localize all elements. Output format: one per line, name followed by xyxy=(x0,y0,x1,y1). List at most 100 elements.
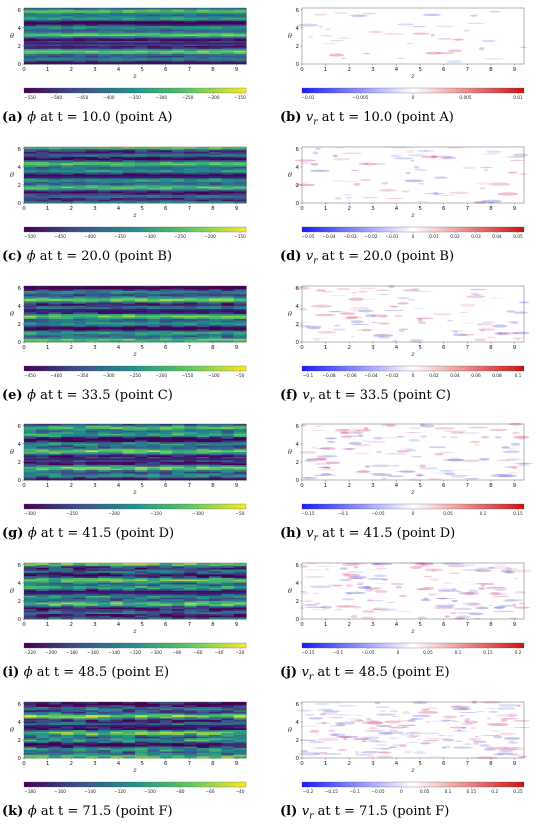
heatmap-blob xyxy=(450,612,456,614)
heatmap-blob xyxy=(366,718,372,720)
heatmap-blob xyxy=(408,427,421,430)
heatmap-blob xyxy=(364,465,369,468)
y-tick-label: 4 xyxy=(18,304,22,310)
heatmap-blob xyxy=(410,732,421,734)
heatmap-blob xyxy=(411,456,422,458)
heatmap-blob xyxy=(470,727,477,728)
x-tick-label: 9 xyxy=(235,483,239,489)
y-tick-label: 6 xyxy=(18,424,22,430)
colorbar-tick-label: −400 xyxy=(103,95,115,101)
x-tick-label: 9 xyxy=(235,622,239,628)
colorbar-tick-label: −300 xyxy=(155,95,167,101)
y-tick-label: 6 xyxy=(296,424,300,430)
colorbar-tick-label: −160 xyxy=(54,789,66,795)
x-tick-label: 3 xyxy=(93,67,97,73)
panel-caption: (b) vr at t = 10.0 (point A) xyxy=(280,110,550,128)
heatmap-blob xyxy=(305,604,316,605)
heatmap-blob xyxy=(474,339,486,341)
heatmap-blob xyxy=(313,747,333,749)
heatmap-blob xyxy=(341,57,346,59)
heatmap-blob xyxy=(351,324,370,325)
x-tick-label: 2 xyxy=(69,622,73,628)
heatmap-blob xyxy=(462,167,476,169)
colorbar-tick-label: −0.15 xyxy=(301,511,314,517)
heatmap-blob xyxy=(357,329,374,331)
x-tick-label: 8 xyxy=(489,345,493,351)
heatmap-blob xyxy=(315,566,335,567)
panel-caption: (h) vr at t = 41.5 (point D) xyxy=(280,526,550,544)
colorbar-tick-label: −250 xyxy=(174,234,186,240)
caption-text: at t = 33.5 (point C) xyxy=(314,388,451,403)
colorbar-tick-label: 0.05 xyxy=(420,789,430,795)
x-tick-label: 1 xyxy=(46,483,50,489)
heatmap-blob xyxy=(385,453,407,454)
y-axis-label: θ xyxy=(10,32,14,40)
x-tick-label: 3 xyxy=(371,345,375,351)
heatmap-blob xyxy=(316,426,322,427)
heatmap-blob xyxy=(336,723,346,726)
heatmap-blob xyxy=(422,740,439,741)
heatmap-blob xyxy=(477,711,486,712)
heatmap-blob xyxy=(405,172,410,174)
variable-symbol: ϕ xyxy=(28,526,37,541)
heatmap-blob xyxy=(425,568,443,571)
x-tick-label: 8 xyxy=(211,483,215,489)
heatmap-blob xyxy=(480,188,486,189)
heatmap-blob xyxy=(505,459,522,460)
x-tick-label: 4 xyxy=(117,483,121,489)
heatmap-blob xyxy=(520,47,527,48)
y-axis-label: θ xyxy=(10,587,14,595)
heatmap-blob xyxy=(513,720,531,722)
colorbar-tick-label: −0.05 xyxy=(371,789,384,795)
colorbar-tick-label: 0 xyxy=(412,95,415,101)
heatmap-blob xyxy=(388,746,397,748)
heatmap-blob xyxy=(496,460,516,461)
panel-letter: (l) xyxy=(280,804,302,819)
y-tick-label: 0 xyxy=(296,201,300,207)
heatmap-blob xyxy=(443,716,457,719)
heatmap-blob xyxy=(424,193,445,195)
panel-caption: (a) ϕ at t = 10.0 (point A) xyxy=(2,110,272,125)
x-tick-label: 0 xyxy=(300,622,304,628)
y-tick-label: 6 xyxy=(18,147,22,153)
heatmap-blob xyxy=(479,458,490,461)
colorbar-tick-label: 0.01 xyxy=(513,95,523,101)
colorbar-tick-label: −150 xyxy=(182,373,194,379)
heatmap-blob xyxy=(349,576,367,579)
heatmap-blob xyxy=(345,196,352,199)
panel-letter: (j) xyxy=(280,665,302,680)
colorbar-tick-label: −350 xyxy=(114,234,126,240)
x-tick-label: 1 xyxy=(46,345,50,351)
heatmap-blob xyxy=(339,579,352,581)
heatmap-blob xyxy=(453,331,457,334)
colorbar-tick-label: 0.1 xyxy=(480,511,487,517)
heatmap-blob xyxy=(427,707,438,710)
x-tick-label: 0 xyxy=(22,483,26,489)
y-tick-label: 4 xyxy=(296,165,300,171)
colorbar-tick-label: 0.1 xyxy=(515,373,522,379)
heatmap-blob xyxy=(360,287,376,289)
heatmap-blob xyxy=(369,720,377,721)
heatmap-blob xyxy=(436,26,455,28)
heatmap-blob xyxy=(448,49,462,52)
colorbar-tick-label: −0.1 xyxy=(338,511,349,517)
heatmap-blob xyxy=(419,465,426,468)
heatmap-blob xyxy=(382,182,388,184)
x-tick-label: 2 xyxy=(69,483,73,489)
heatmap-blob xyxy=(368,441,387,443)
heatmap-blob xyxy=(353,183,361,186)
heatmap-blob xyxy=(408,478,423,481)
y-axis-label: θ xyxy=(10,310,14,318)
heatmap-blob xyxy=(449,192,469,194)
heatmap-blob xyxy=(513,463,534,464)
heatmap-blob xyxy=(300,591,306,593)
y-axis-label: θ xyxy=(288,171,292,179)
y-axis-label: θ xyxy=(288,726,292,734)
heatmap-blob xyxy=(451,600,458,602)
colorbar-tick-label: −500 xyxy=(50,95,62,101)
heatmap-blob xyxy=(320,752,328,753)
heatmap-blob xyxy=(394,157,414,159)
colorbar-tick-label: 0.05 xyxy=(423,650,433,656)
